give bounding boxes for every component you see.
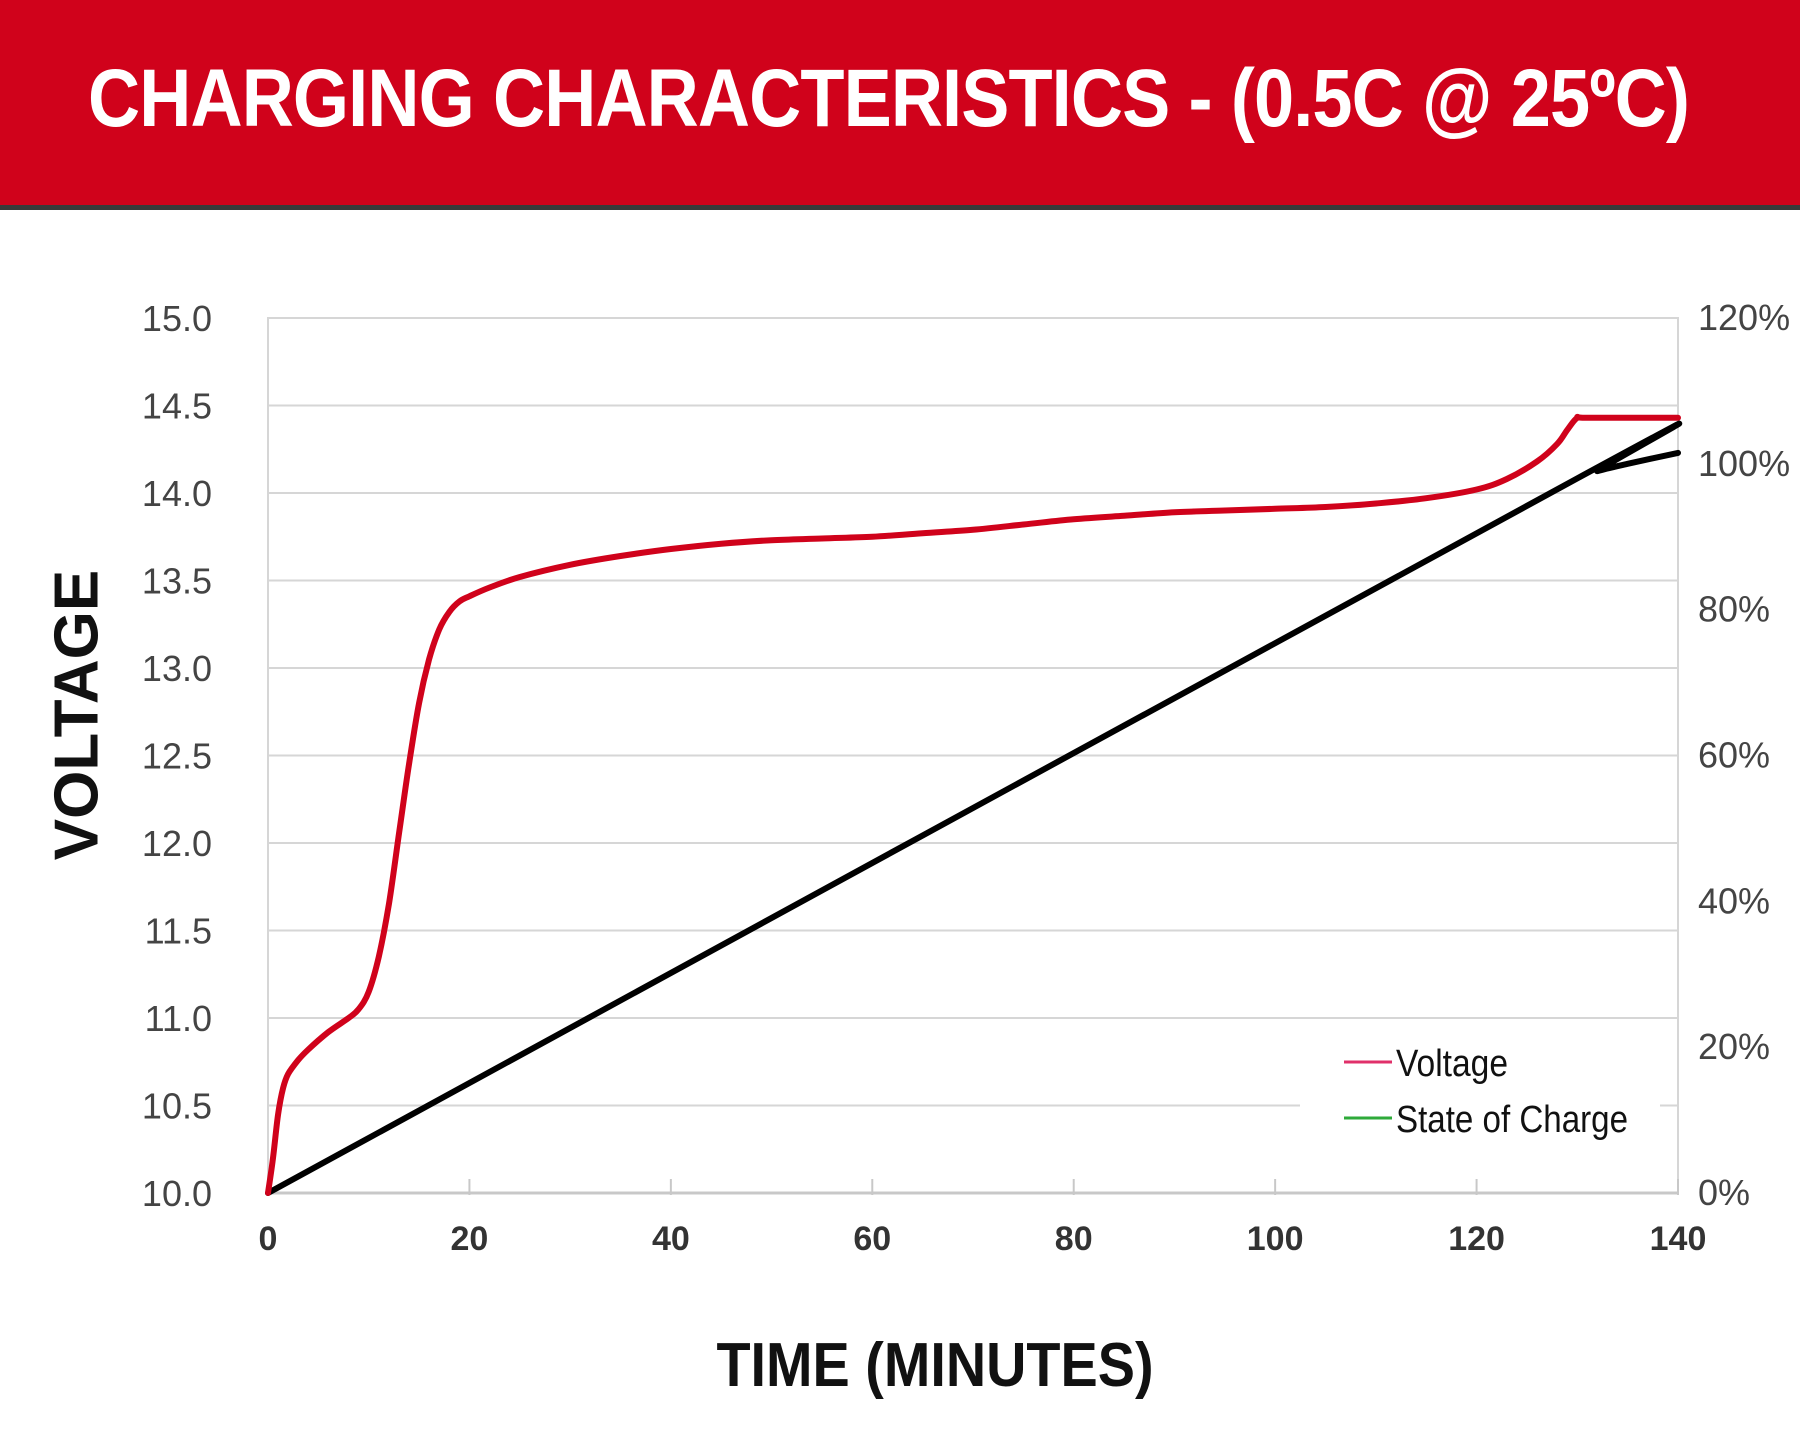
y-tick-label: 15.0 bbox=[142, 298, 212, 339]
y-tick-label: 10.0 bbox=[142, 1173, 212, 1214]
x-axis-label: TIME (MINUTES) bbox=[716, 1331, 1154, 1400]
y-axis-label-box: VOLTAGE bbox=[22, 565, 132, 865]
x-tick-label: 80 bbox=[1055, 1220, 1093, 1258]
title-banner: CHARGING CHARACTERISTICS - (0.5C @ 25ºC) bbox=[0, 0, 1800, 210]
y-tick-label: 14.5 bbox=[142, 386, 212, 427]
y2-tick-label: 60% bbox=[1698, 735, 1770, 776]
x-axis-ticks: 0 20 40 60 80 100 120 140 bbox=[259, 1179, 1707, 1258]
y2-tick-label: 100% bbox=[1698, 443, 1790, 484]
y2-tick-label: 40% bbox=[1698, 880, 1770, 921]
y2-tick-label: 120% bbox=[1698, 297, 1790, 338]
series-lines bbox=[265, 413, 1683, 1196]
y-tick-label: 13.5 bbox=[142, 561, 212, 602]
y-tick-label: 12.5 bbox=[142, 736, 212, 777]
legend-label-voltage: Voltage bbox=[1396, 1043, 1508, 1085]
x-tick-label: 20 bbox=[451, 1220, 489, 1258]
voltage-line bbox=[265, 413, 1681, 1196]
y-tick-label: 12.0 bbox=[142, 823, 212, 864]
legend: Voltage State of Charge bbox=[1300, 1032, 1660, 1162]
chart-title: CHARGING CHARACTERISTICS - (0.5C @ 25ºC) bbox=[88, 53, 1690, 144]
y-tick-label: 13.0 bbox=[142, 648, 212, 689]
x-tick-label: 60 bbox=[853, 1220, 891, 1258]
y-axis-label: VOLTAGE bbox=[42, 569, 112, 861]
y-axis-tick-labels: 10.0 10.5 11.0 11.5 12.0 12.5 13.0 13.5 14.0 14.5… bbox=[142, 298, 212, 1214]
y2-axis-tick-labels: 0% 20% 40% 60% 80% 100% 120% bbox=[1698, 297, 1790, 1213]
legend-background bbox=[1300, 1032, 1660, 1162]
y2-tick-label: 0% bbox=[1698, 1172, 1750, 1213]
y-tick-label: 14.0 bbox=[142, 473, 212, 514]
y2-tick-label: 20% bbox=[1698, 1026, 1770, 1067]
state-of-charge-line bbox=[265, 420, 1683, 1196]
y-tick-label: 11.5 bbox=[145, 911, 212, 952]
x-tick-label: 120 bbox=[1448, 1220, 1505, 1258]
y-tick-label: 10.5 bbox=[142, 1086, 212, 1127]
y-tick-label: 11.0 bbox=[145, 998, 212, 1039]
legend-label-state-of-charge: State of Charge bbox=[1396, 1099, 1628, 1141]
x-tick-label: 0 bbox=[259, 1220, 278, 1258]
x-tick-label: 140 bbox=[1650, 1220, 1707, 1258]
x-tick-label: 40 bbox=[652, 1220, 690, 1258]
x-tick-label: 100 bbox=[1247, 1220, 1304, 1258]
y2-tick-label: 80% bbox=[1698, 589, 1770, 630]
